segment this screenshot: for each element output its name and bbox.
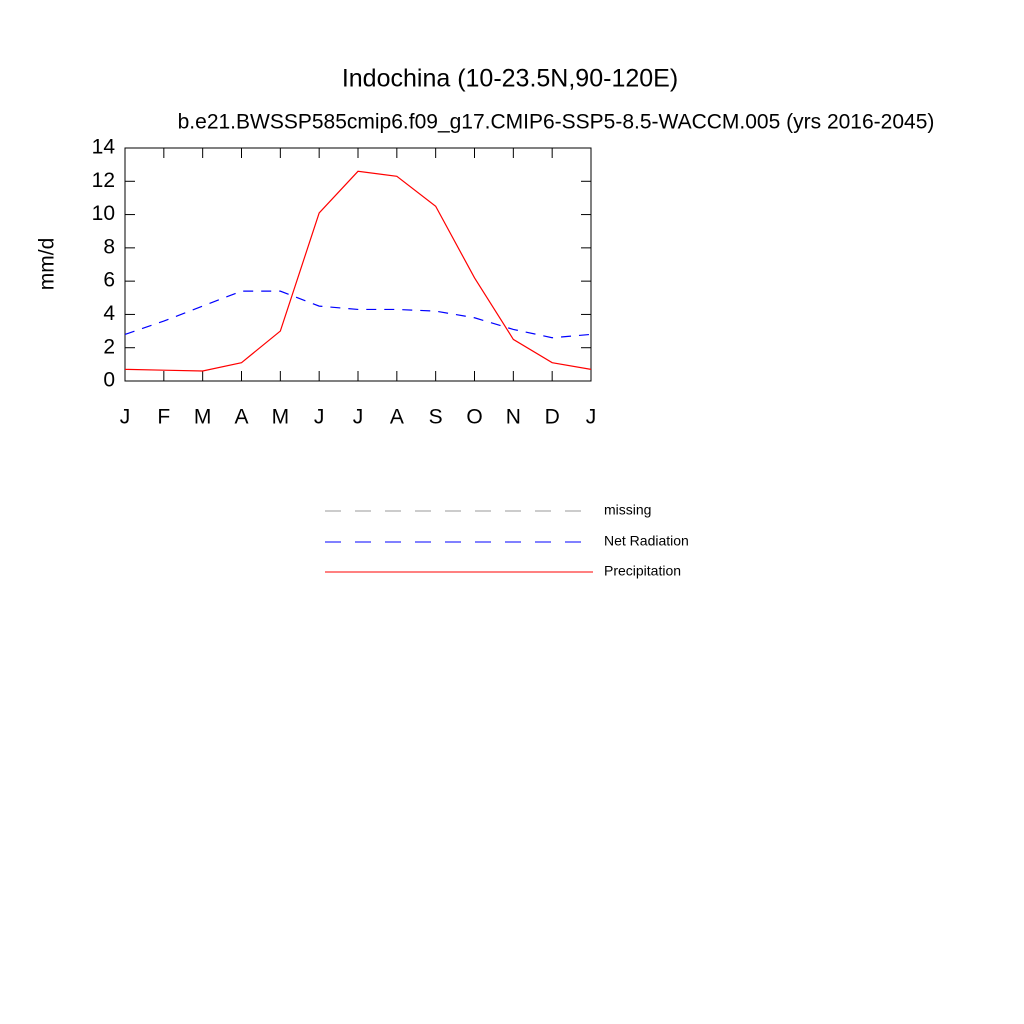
y-tick-label: 6 [103,269,115,292]
x-tick-label: F [157,406,170,429]
x-tick-label: J [353,406,364,429]
y-tick-label: 2 [103,335,115,358]
x-tick-label: O [466,406,482,429]
y-tick-label: 8 [103,235,115,258]
x-tick-label: D [545,406,560,429]
y-axis-label: mm/d [36,238,59,291]
y-tick-label: 14 [92,136,116,159]
y-tick-label: 10 [92,202,115,225]
chart-subtitle: b.e21.BWSSP585cmip6.f09_g17.CMIP6-SSP5-8… [178,111,935,134]
x-tick-label: N [506,406,521,429]
x-tick-label: J [314,406,325,429]
y-tick-label: 12 [92,169,115,192]
x-tick-label: M [272,406,290,429]
x-tick-label: A [234,406,248,429]
plot-frame [124,147,592,382]
y-tick-label: 4 [103,302,115,325]
legend-label: missing [604,502,651,518]
x-tick-label: J [120,406,131,429]
legend-label: Precipitation [604,563,681,579]
chart-title: Indochina (10-23.5N,90-120E) [342,65,678,93]
x-tick-label: A [390,406,404,429]
y-tick-label: 0 [103,369,115,392]
series-line [124,170,592,372]
x-tick-label: S [429,406,443,429]
x-tick-label: M [194,406,212,429]
x-tick-label: J [586,406,597,429]
series-line [124,290,592,339]
legend-label: Net Radiation [604,533,689,549]
